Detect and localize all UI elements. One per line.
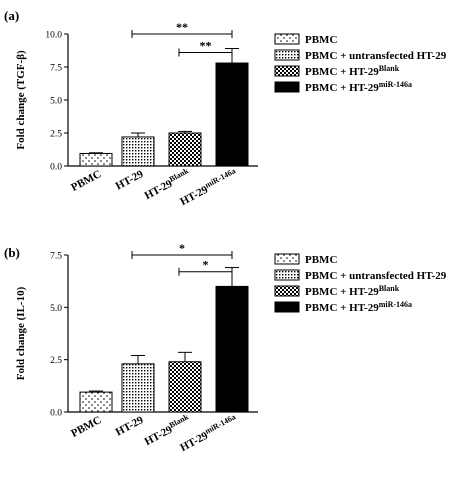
bar-1	[121, 363, 155, 413]
legend-label-2: PBMC + HT-29Blank	[305, 64, 400, 78]
category-superscript: Blank	[168, 166, 191, 184]
legend-label-base: PBMC + HT-29	[305, 302, 379, 314]
bar-1	[121, 136, 155, 167]
y-tick-label: 7.5	[50, 64, 62, 74]
bar-0	[79, 391, 113, 413]
legend-label-superscript: Blank	[379, 64, 400, 73]
category-label-0: PBMC	[69, 414, 103, 440]
y-axis-label: Fold change (TGF-β)	[15, 50, 27, 150]
legend-label-3: PBMC + HT-29miR-146a	[305, 80, 412, 94]
legend-label-base: PBMC	[305, 254, 337, 266]
significance-label-1: **	[200, 38, 212, 52]
bar-3	[215, 62, 249, 167]
legend-label-1: PBMC + untransfected HT-29	[305, 50, 447, 62]
legend-label-superscript: miR-146a	[379, 80, 412, 89]
panel-label: (b)	[4, 245, 20, 260]
y-axis-label: Fold change (IL-10)	[15, 286, 27, 380]
chart-panel-1: (b) Fold change (IL-10) 0.0 2.5 5.0 7.5 PBMC HT…	[4, 241, 447, 454]
y-tick-label: 2.5	[50, 356, 62, 366]
category-superscript: miR-146a	[203, 166, 237, 190]
chart-panel-0: (a) Fold change (TGF-β) 0.0 2.5 5.0 7.5 10.0 PB…	[4, 8, 447, 208]
bar-2	[168, 361, 202, 413]
category-base: HT-29	[114, 414, 146, 439]
significance-label-1: *	[203, 258, 209, 272]
legend-swatch-2	[274, 285, 300, 297]
bar-0	[79, 152, 113, 167]
legend-label-superscript: miR-146a	[379, 300, 412, 309]
legend-label-base: PBMC	[305, 34, 337, 46]
legend-swatch-0	[274, 33, 300, 45]
legend-swatch-1	[274, 269, 300, 281]
category-label-1: HT-29	[114, 414, 146, 439]
legend-label-base: PBMC + untransfected HT-29	[305, 270, 447, 282]
y-tick-label: 0.0	[50, 409, 62, 419]
y-tick-label: 7.5	[50, 252, 62, 262]
legend-swatch-1	[274, 49, 300, 61]
legend-label-base: PBMC + HT-29	[305, 82, 379, 94]
bar-2	[168, 132, 202, 167]
category-base: HT-29	[114, 168, 146, 193]
category-superscript: Blank	[168, 412, 191, 430]
legend-label-superscript: Blank	[379, 284, 400, 293]
legend-label-3: PBMC + HT-29miR-146a	[305, 300, 412, 314]
legend-label-base: PBMC + untransfected HT-29	[305, 50, 447, 62]
y-tick-label: 5.0	[50, 97, 62, 107]
y-tick-label: 2.5	[50, 130, 62, 140]
legend-swatch-0	[274, 253, 300, 265]
legend-label-0: PBMC	[305, 34, 337, 46]
legend-label-0: PBMC	[305, 254, 337, 266]
legend-swatch-3	[274, 301, 300, 313]
bar-3	[215, 285, 249, 413]
category-label-0: PBMC	[69, 168, 103, 194]
category-label-1: HT-29	[114, 168, 146, 193]
category-base: PBMC	[69, 168, 103, 194]
panel-label: (a)	[4, 8, 19, 23]
y-tick-label: 5.0	[50, 304, 62, 314]
category-superscript: miR-146a	[203, 412, 237, 436]
legend-label-2: PBMC + HT-29Blank	[305, 284, 400, 298]
significance-label-0: **	[176, 20, 188, 34]
y-tick-label: 0.0	[50, 163, 62, 173]
y-tick-label: 10.0	[45, 31, 62, 41]
legend-label-base: PBMC + HT-29	[305, 286, 379, 298]
legend-swatch-2	[274, 65, 300, 77]
significance-label-0: *	[179, 241, 185, 255]
legend-label-1: PBMC + untransfected HT-29	[305, 270, 447, 282]
legend-swatch-3	[274, 81, 300, 93]
category-base: PBMC	[69, 414, 103, 440]
legend-label-base: PBMC + HT-29	[305, 66, 379, 78]
